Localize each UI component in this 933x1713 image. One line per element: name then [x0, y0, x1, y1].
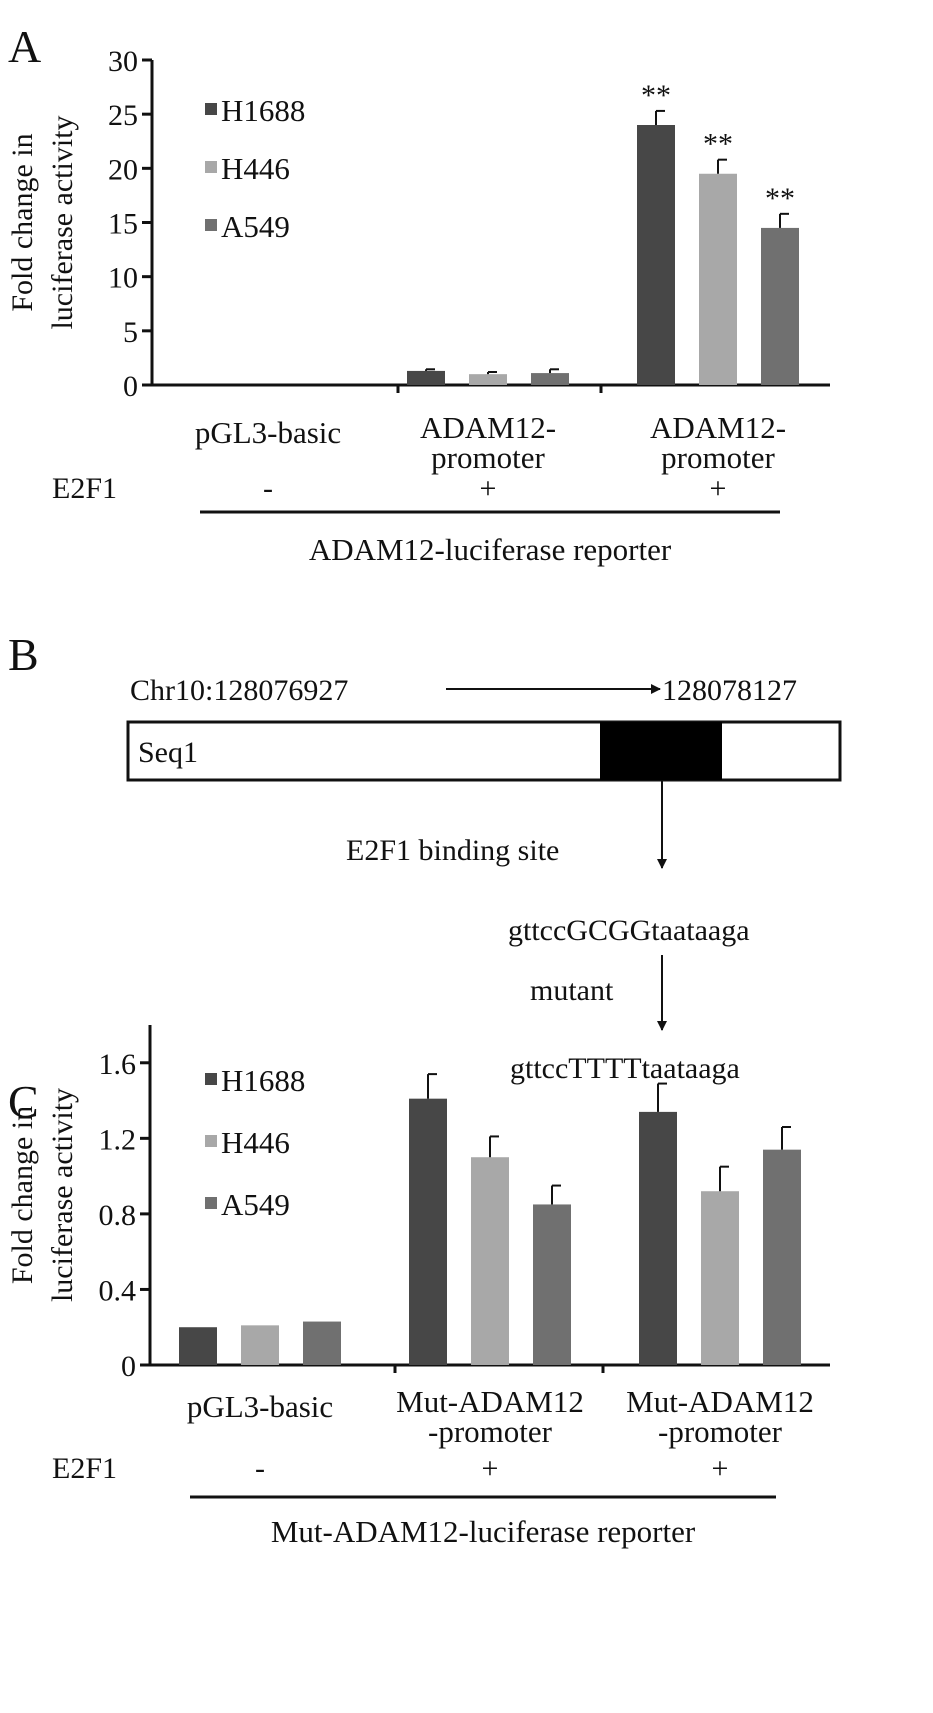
chart-c-bar-h446 — [471, 1157, 509, 1365]
chart-c-y-axis-label: Fold change in — [6, 1106, 39, 1284]
chart-a-legend-swatch-h446 — [205, 161, 217, 173]
coordinate-end-label: 128078127 — [662, 674, 797, 707]
chart-a-e2f1-label: E2F1 — [52, 472, 117, 505]
chart-c-y-tick-label: 1.6 — [99, 1048, 137, 1081]
chart-c-y-tick-label: 0 — [121, 1350, 136, 1383]
chart-a-bar-a549 — [761, 227, 799, 385]
chart-c-bar-h446 — [701, 1191, 739, 1365]
panel-a-letter: A — [8, 21, 41, 72]
chart-c-reporter-label: Mut-ADAM12-luciferase reporter — [271, 1514, 696, 1549]
chart-a-e2f1-value: + — [710, 472, 727, 505]
chart-c-category-label: -promoter — [658, 1414, 783, 1449]
chart-a-category-label: ADAM12- — [420, 410, 556, 445]
chart-c-bar-h1688 — [409, 1098, 447, 1365]
chart-c-legend-label: H446 — [221, 1125, 290, 1160]
chart-a-y-tick-label: 25 — [108, 99, 138, 132]
chart-a-bar-a549 — [531, 373, 569, 385]
wild-type-sequence: gttccGCGGtaataaga — [508, 914, 750, 947]
chart-a-e2f1-value: + — [480, 472, 497, 505]
chart-c-legend-swatch-h1688 — [205, 1073, 217, 1085]
chart-a-category-label: ADAM12- — [650, 410, 786, 445]
panel-b-letter: B — [8, 629, 39, 680]
mutant-label: mutant — [530, 974, 614, 1007]
chart-c-legend-label: A549 — [221, 1187, 290, 1222]
chart-c-y-axis-label: luciferase activity — [46, 1088, 79, 1302]
chart-c-e2f1-label: E2F1 — [52, 1452, 117, 1485]
chart-a-legend-swatch-a549 — [205, 219, 217, 231]
chart-c-e2f1-value: - — [255, 1452, 265, 1485]
binding-site-block — [600, 722, 722, 780]
chart-a-y-tick-label: 0 — [123, 370, 138, 403]
chart-c-bar-a549 — [533, 1204, 571, 1365]
chart-a-significance-label: ** — [641, 79, 671, 112]
chart-c-bar-h446 — [241, 1325, 279, 1365]
chart-a-legend-swatch-h1688 — [205, 103, 217, 115]
chart-a-bar-h446 — [469, 374, 507, 385]
chart-c-category-label: -promoter — [428, 1414, 553, 1449]
chart-c-bar-a549 — [303, 1321, 341, 1365]
binding-site-label: E2F1 binding site — [346, 834, 559, 867]
sequence-label: Seq1 — [138, 736, 198, 769]
chart-a-legend-label: H446 — [221, 151, 290, 186]
chart-a-significance-label: ** — [703, 128, 733, 161]
chart-c-y-tick-label: 0.8 — [99, 1199, 137, 1232]
chart-a-y-axis-label: Fold change in — [6, 133, 39, 311]
mutant-sequence: gttccTTTTtaataaga — [510, 1052, 740, 1085]
chart-a-legend-label: A549 — [221, 209, 290, 244]
chart-a-significance-label: ** — [765, 182, 795, 215]
chart-a-category-label: pGL3-basic — [195, 415, 341, 450]
chart-c-y-tick-label: 1.2 — [99, 1123, 137, 1156]
chart-c-bar-h1688 — [179, 1327, 217, 1365]
chart-a-y-tick-label: 10 — [108, 262, 138, 295]
chart-c-category-label: Mut-ADAM12 — [626, 1384, 814, 1419]
chart-a-bar-h1688 — [637, 125, 675, 385]
chart-c-legend-swatch-h446 — [205, 1135, 217, 1147]
panel-b: B Chr10:128076927 128078127 Seq1 E2F1 bi… — [8, 629, 842, 1085]
chart-c-category-label: pGL3-basic — [187, 1389, 333, 1424]
chart-c-e2f1-value: + — [482, 1452, 499, 1485]
panel-c: C 0 0.4 0.8 1.2 1.6 Fold change in luciferase … — [6, 1025, 830, 1549]
chart-a-y-tick-label: 15 — [108, 208, 138, 241]
chart-a-category-label: promoter — [431, 440, 545, 475]
chart-c-bar-a549 — [763, 1149, 801, 1365]
panel-c-letter: C — [8, 1076, 39, 1127]
chart-a-bar-h1688 — [407, 370, 445, 385]
chart-a-e2f1-value: - — [263, 472, 273, 505]
chart-a-y-tick-label: 20 — [108, 153, 138, 186]
chart-a-bar-h446 — [699, 173, 737, 385]
chart-a-y-tick-label: 30 — [108, 45, 138, 78]
coordinate-start-label: Chr10:128076927 — [130, 674, 348, 707]
chart-a-y-axis-label: luciferase activity — [46, 115, 79, 329]
chart-c-y-tick-label: 0.4 — [99, 1274, 137, 1307]
chart-c-legend-label: H1688 — [221, 1063, 305, 1098]
chart-c-bar-h1688 — [639, 1111, 677, 1365]
chart-a-category-label: promoter — [661, 440, 775, 475]
chart-c-category-label: Mut-ADAM12 — [396, 1384, 584, 1419]
chart-c-e2f1-value: + — [712, 1452, 729, 1485]
panel-a: A 0 5 10 15 20 25 30 Fold change in luciferase a… — [6, 21, 830, 567]
chart-a-reporter-label: ADAM12-luciferase reporter — [309, 532, 672, 567]
chart-a-legend-label: H1688 — [221, 93, 305, 128]
sequence-box — [126, 720, 842, 782]
chart-c-legend-swatch-a549 — [205, 1197, 217, 1209]
chart-a-y-tick-label: 5 — [123, 316, 138, 349]
